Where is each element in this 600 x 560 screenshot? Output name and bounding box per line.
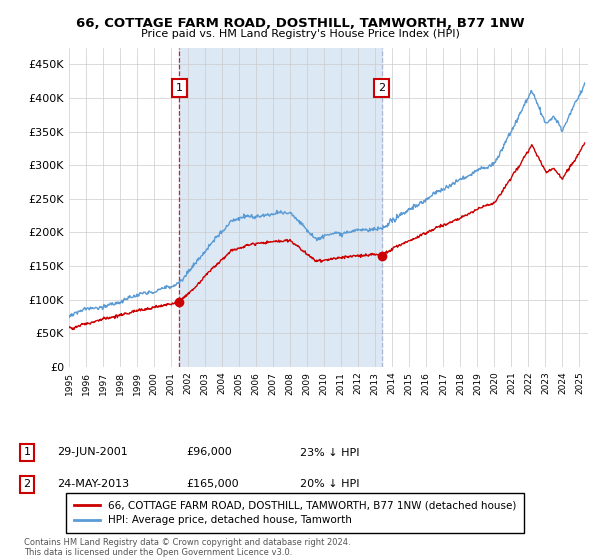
Text: 1: 1: [23, 447, 31, 458]
Text: 29-JUN-2001: 29-JUN-2001: [57, 447, 128, 458]
Bar: [179, 48, 382, 367]
Text: 2: 2: [379, 83, 385, 93]
Text: Contains HM Land Registry data © Crown copyright and database right 2024.
This d: Contains HM Land Registry data © Crown c…: [24, 538, 350, 557]
Text: 1: 1: [176, 83, 183, 93]
Text: 24-MAY-2013: 24-MAY-2013: [57, 479, 129, 489]
Text: 23% ↓ HPI: 23% ↓ HPI: [300, 447, 359, 458]
Text: £165,000: £165,000: [186, 479, 239, 489]
Legend: 66, COTTAGE FARM ROAD, DOSTHILL, TAMWORTH, B77 1NW (detached house), HPI: Averag: 66, COTTAGE FARM ROAD, DOSTHILL, TAMWORT…: [67, 493, 524, 533]
Text: 20% ↓ HPI: 20% ↓ HPI: [300, 479, 359, 489]
Text: 66, COTTAGE FARM ROAD, DOSTHILL, TAMWORTH, B77 1NW: 66, COTTAGE FARM ROAD, DOSTHILL, TAMWORT…: [76, 17, 524, 30]
Text: Price paid vs. HM Land Registry's House Price Index (HPI): Price paid vs. HM Land Registry's House …: [140, 29, 460, 39]
Text: 2: 2: [23, 479, 31, 489]
Text: £96,000: £96,000: [186, 447, 232, 458]
